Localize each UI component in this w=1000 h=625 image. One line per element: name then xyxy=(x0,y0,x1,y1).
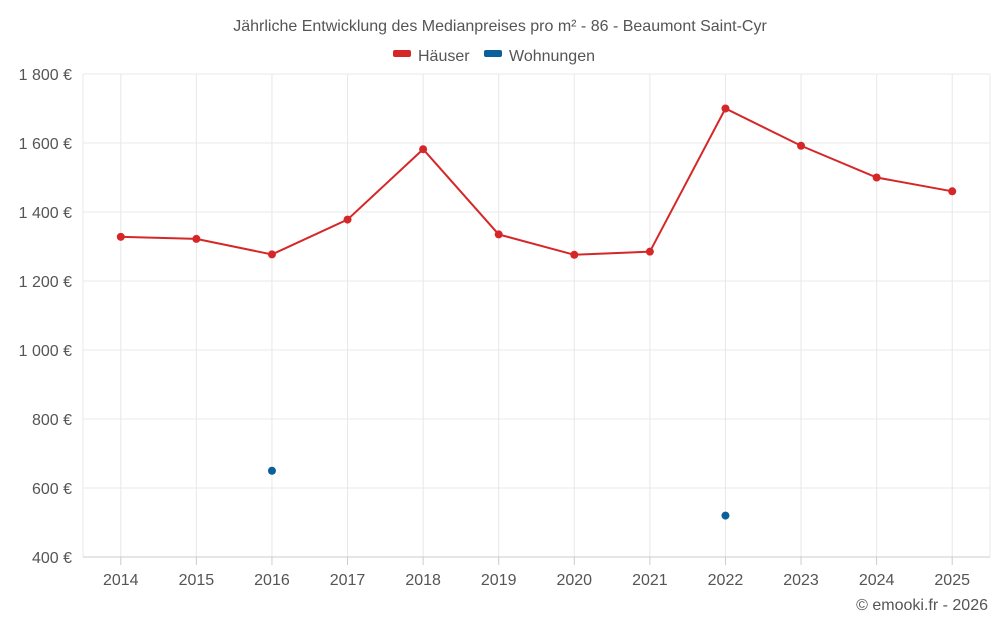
legend-swatch-apartments xyxy=(484,50,502,57)
y-tick-label: 1 600 € xyxy=(19,136,72,153)
data-point-houses[interactable] xyxy=(797,141,806,150)
x-tick-label: 2018 xyxy=(405,572,441,589)
data-point-houses[interactable] xyxy=(116,232,125,241)
legend-label-apartments: Wohnungen xyxy=(509,48,595,65)
y-tick-label: 1 400 € xyxy=(19,205,72,222)
x-tick-label: 2016 xyxy=(254,572,290,589)
credit-text: © emooki.fr - 2026 xyxy=(856,597,988,614)
chart-title: Jährliche Entwicklung des Medianpreises … xyxy=(233,18,767,35)
y-tick-label: 1 200 € xyxy=(19,274,72,291)
legend-swatch-houses xyxy=(393,50,411,57)
y-tick-label: 1 800 € xyxy=(19,67,72,84)
axes: 400 € 600 € 800 € 1 000 € 1 200 € 1 400 € 1 60… xyxy=(19,67,990,589)
data-point-houses[interactable] xyxy=(570,250,579,259)
x-tick-label: 2024 xyxy=(859,572,895,589)
y-tick-label: 600 € xyxy=(32,481,72,498)
data-point-houses[interactable] xyxy=(872,173,881,182)
series xyxy=(116,104,957,520)
data-point-houses[interactable] xyxy=(645,247,654,256)
data-point-apartments[interactable] xyxy=(267,466,276,475)
x-tick-label: 2025 xyxy=(934,572,970,589)
legend-label-houses: Häuser xyxy=(418,48,470,65)
x-tick-label: 2015 xyxy=(179,572,215,589)
data-point-houses[interactable] xyxy=(192,234,201,243)
x-tick-label: 2021 xyxy=(632,572,668,589)
x-tick-label: 2023 xyxy=(783,572,819,589)
legend: Häuser Wohnungen xyxy=(393,48,595,65)
data-point-houses[interactable] xyxy=(267,250,276,259)
data-point-houses[interactable] xyxy=(721,104,730,113)
y-tick-label: 1 000 € xyxy=(19,343,72,360)
legend-item-houses[interactable]: Häuser xyxy=(393,48,470,65)
data-point-houses[interactable] xyxy=(419,145,428,154)
data-point-houses[interactable] xyxy=(948,187,957,196)
legend-item-apartments[interactable]: Wohnungen xyxy=(484,48,595,65)
data-point-houses[interactable] xyxy=(343,215,352,224)
data-point-houses[interactable] xyxy=(494,230,503,239)
x-tick-label: 2020 xyxy=(556,572,592,589)
x-tick-label: 2019 xyxy=(481,572,517,589)
x-tick-label: 2022 xyxy=(708,572,744,589)
y-tick-label: 800 € xyxy=(32,412,72,429)
series-line-houses xyxy=(120,107,953,256)
grid xyxy=(82,73,991,557)
y-tick-label: 400 € xyxy=(32,550,72,567)
data-point-apartments[interactable] xyxy=(721,511,730,520)
x-tick-label: 2017 xyxy=(330,572,366,589)
x-tick-label: 2014 xyxy=(103,572,139,589)
